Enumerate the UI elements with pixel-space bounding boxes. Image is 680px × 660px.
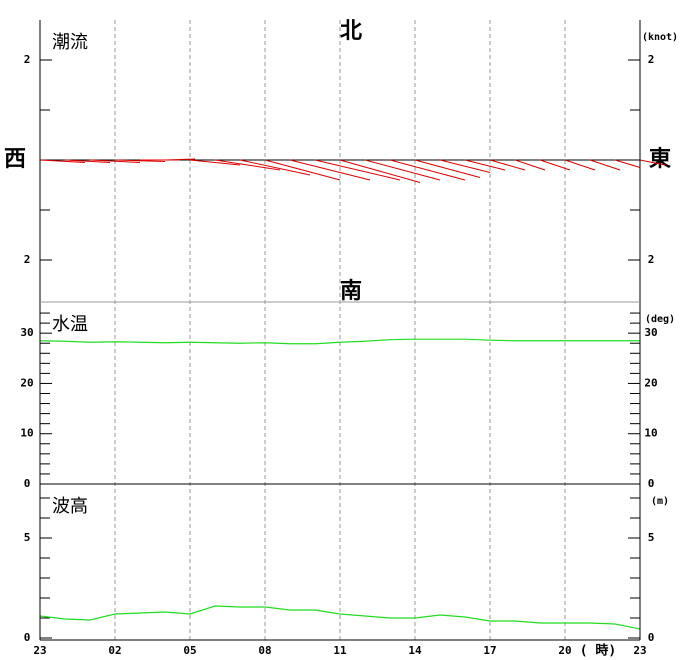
x-tick-label: 20 xyxy=(558,644,571,657)
current-vector xyxy=(464,159,506,171)
current-vector xyxy=(364,159,441,181)
current-vector xyxy=(489,159,526,171)
x-axis-label: ( 時) xyxy=(580,643,616,659)
compass-south: 南 xyxy=(340,279,362,304)
unit-label: (m) xyxy=(651,496,669,507)
current-vector xyxy=(214,159,281,171)
current-vector xyxy=(39,159,86,163)
y2-tick-label: 2 xyxy=(648,253,655,266)
current-vector xyxy=(264,159,341,181)
x-tick-label: 17 xyxy=(483,644,496,657)
x-tick-label: 11 xyxy=(333,644,347,657)
y2-tick-label: 0 xyxy=(648,477,655,490)
y-tick-label: 30 xyxy=(20,326,33,339)
x-tick-label: 23 xyxy=(33,644,46,657)
x-tick-label: 23 xyxy=(633,644,646,657)
y-tick-label: 2 xyxy=(24,53,31,66)
current-vector xyxy=(639,159,666,166)
current-vector xyxy=(414,159,481,178)
y-tick-label: 20 xyxy=(20,376,33,389)
compass-north: 北 xyxy=(340,19,362,44)
current-vector xyxy=(589,159,621,171)
x-tick-label: 08 xyxy=(258,644,271,657)
y2-tick-label: 5 xyxy=(648,531,655,544)
x-tick-label: 02 xyxy=(108,644,121,657)
current-vector xyxy=(64,159,111,163)
current-vector xyxy=(239,159,311,176)
data-line xyxy=(39,605,641,630)
current-vector xyxy=(164,158,196,161)
current-vector xyxy=(389,159,466,181)
x-tick-label: 05 xyxy=(183,644,196,657)
unit-label: (knot) xyxy=(642,32,678,43)
y2-tick-label: 20 xyxy=(644,376,657,389)
current-vector xyxy=(339,159,421,183)
x-tick-label: 14 xyxy=(408,644,422,657)
y-tick-label: 10 xyxy=(20,427,33,440)
current-vector xyxy=(289,159,371,181)
y-tick-label: 0 xyxy=(24,631,31,644)
y2-tick-label: 10 xyxy=(644,427,657,440)
y-tick-label: 2 xyxy=(24,253,31,266)
current-vector xyxy=(189,159,241,166)
data-line xyxy=(39,338,640,345)
current-vector xyxy=(439,159,491,173)
panel-title: 潮流 xyxy=(52,32,88,53)
current-vector xyxy=(114,159,166,162)
unit-label: (deg) xyxy=(645,314,675,325)
y-tick-label: 5 xyxy=(24,531,31,544)
current-vector xyxy=(314,159,401,181)
compass-east: 東 xyxy=(649,147,671,172)
current-vector xyxy=(614,159,641,168)
panel-title: 波高 xyxy=(52,496,88,517)
y2-tick-label: 0 xyxy=(648,631,655,644)
compass-west: 西 xyxy=(4,147,26,172)
panel-title: 水温 xyxy=(52,314,88,335)
y2-tick-label: 30 xyxy=(644,326,657,339)
current-vector xyxy=(89,159,141,163)
y-tick-label: 0 xyxy=(24,477,31,490)
y2-tick-label: 2 xyxy=(648,53,655,66)
current-vector xyxy=(564,159,596,171)
current-vector xyxy=(514,159,546,171)
current-vector xyxy=(539,159,571,171)
